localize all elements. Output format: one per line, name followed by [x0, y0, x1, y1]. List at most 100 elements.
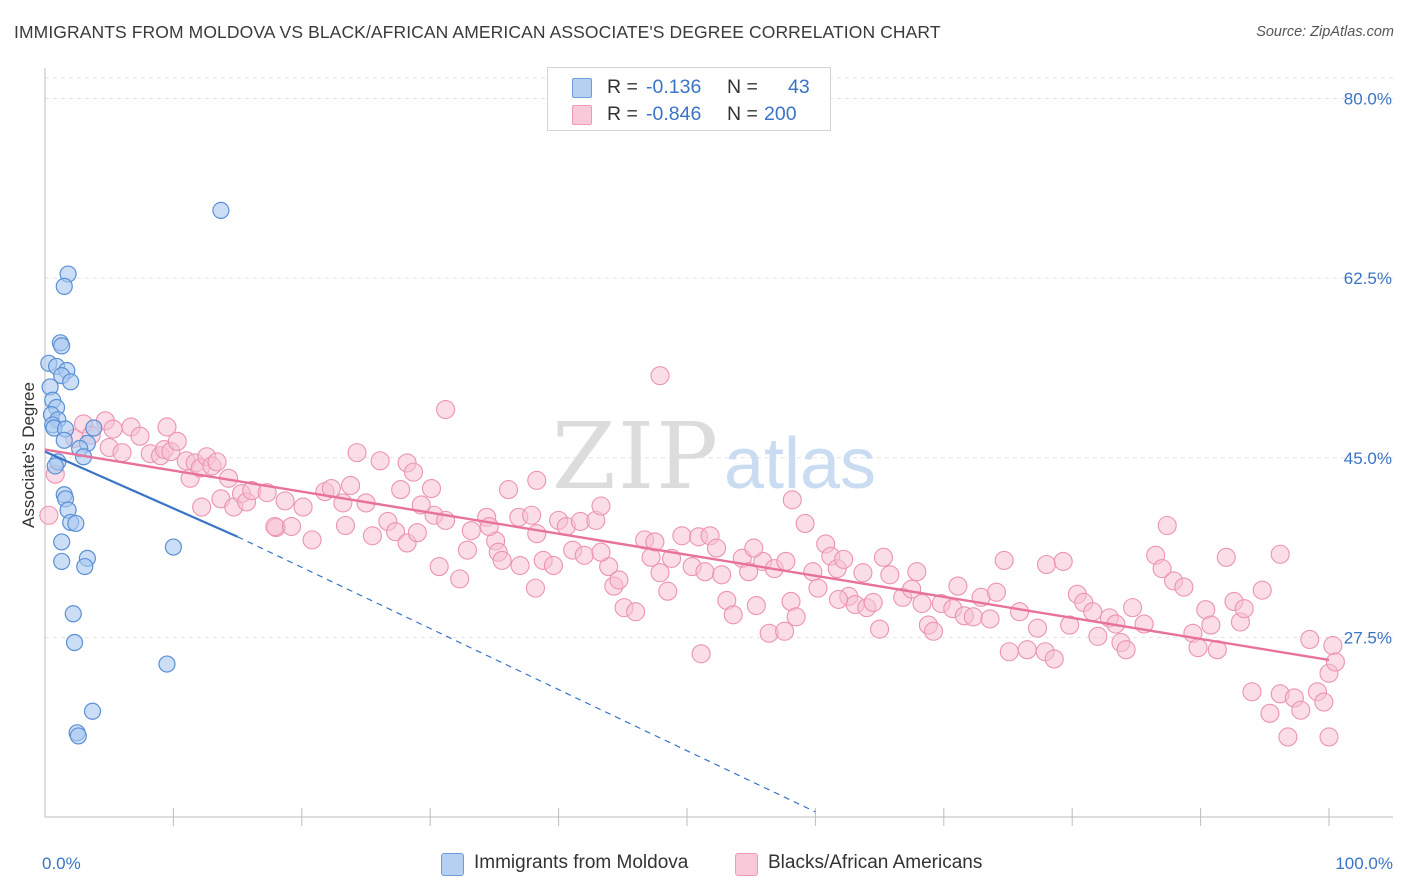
- data-point-black: [543, 555, 564, 576]
- data-point-black: [281, 516, 302, 537]
- data-point-black: [775, 621, 795, 641]
- data-point-moldova: [212, 201, 230, 220]
- y-tick-label: 27.5%: [1344, 628, 1392, 647]
- data-point-black: [1260, 703, 1280, 723]
- bottom-legend-label: Immigrants from Moldova: [474, 852, 689, 873]
- data-point-black: [672, 526, 692, 546]
- data-point-black: [907, 562, 927, 582]
- data-point-black: [1201, 615, 1221, 635]
- legend-swatch-blue: [572, 78, 592, 98]
- data-point-black: [1242, 682, 1262, 702]
- data-point-black: [335, 515, 356, 536]
- trend-line-black: [44, 448, 1330, 662]
- data-point-black: [574, 545, 594, 565]
- watermark: ZIP atlas: [552, 403, 876, 510]
- data-point-black: [1122, 598, 1143, 618]
- data-point-black: [650, 366, 670, 386]
- tick-labels: 27.5% 45.0% 62.5% 80.0% 0.0% 100.0%: [42, 90, 1393, 873]
- data-point-moldova: [67, 514, 85, 533]
- data-point-black: [525, 578, 546, 598]
- data-point-black: [863, 592, 883, 613]
- data-point-moldova: [53, 337, 71, 355]
- data-point-black: [980, 609, 1000, 629]
- y-tick-label: 62.5%: [1344, 269, 1392, 288]
- data-point-black: [1323, 636, 1343, 656]
- data-point-black: [1300, 629, 1320, 649]
- data-point-black: [1291, 700, 1311, 720]
- data-point-black: [457, 540, 477, 560]
- data-point-black: [341, 475, 361, 496]
- data-point-black: [498, 480, 519, 500]
- data-point-black: [1036, 554, 1057, 575]
- data-point-black: [275, 491, 295, 511]
- data-point-black: [999, 642, 1019, 662]
- legend-r-value: -0.846: [646, 103, 702, 125]
- data-point-black: [103, 419, 123, 439]
- legend-n-value: 43: [788, 76, 810, 98]
- data-point-black: [834, 549, 854, 569]
- data-point-black: [1278, 727, 1298, 747]
- data-point-black: [157, 417, 177, 437]
- data-point-black: [385, 522, 406, 542]
- data-point-moldova: [64, 605, 82, 623]
- data-point-black: [803, 562, 823, 582]
- legend-r-label: R =: [607, 76, 638, 98]
- data-point-black: [527, 524, 547, 544]
- data-point-moldova: [76, 557, 94, 576]
- data-point-black: [347, 443, 367, 463]
- data-point-black: [207, 452, 227, 472]
- data-point-black: [391, 480, 411, 500]
- axes: [44, 68, 1393, 826]
- data-point-moldova: [85, 419, 103, 437]
- data-point-black: [192, 497, 212, 517]
- data-point-black: [880, 565, 900, 585]
- data-point-moldova: [158, 655, 176, 673]
- data-point-black: [609, 570, 629, 590]
- data-point-black: [1017, 640, 1037, 660]
- legend-r-value: -0.136: [646, 76, 702, 98]
- legend-n-value: 200: [764, 103, 797, 125]
- data-point-black: [522, 505, 542, 525]
- data-point-black: [1116, 640, 1136, 660]
- data-point-moldova: [53, 552, 71, 571]
- data-point-black: [912, 593, 932, 614]
- data-point-moldova: [83, 702, 102, 720]
- data-point-black: [658, 581, 678, 601]
- data-point-black: [963, 607, 983, 627]
- bottom-legend-swatch-blue: [441, 853, 464, 876]
- bottom-legend-label: Blacks/African Americans: [768, 852, 983, 873]
- data-point-black: [1319, 727, 1339, 747]
- data-point-black: [873, 547, 894, 567]
- y-tick-label: 45.0%: [1344, 449, 1392, 468]
- data-point-black: [691, 644, 711, 664]
- data-point-black: [1157, 515, 1177, 536]
- chart-title: IMMIGRANTS FROM MOLDOVA VS BLACK/AFRICAN…: [14, 22, 941, 42]
- data-point-black: [1314, 692, 1334, 712]
- data-point-black: [776, 551, 796, 571]
- data-point-black: [948, 576, 968, 596]
- data-point-black: [403, 462, 424, 482]
- data-point-black: [1216, 547, 1236, 567]
- data-point-black: [1010, 602, 1030, 622]
- data-point-black: [744, 538, 764, 558]
- series-blacks-african-americans: [39, 366, 1345, 747]
- data-point-black: [1027, 618, 1048, 638]
- data-point-black: [429, 557, 449, 577]
- data-point-black: [370, 451, 390, 471]
- data-point-black: [853, 563, 873, 583]
- x-tick-label: 100.0%: [1335, 854, 1393, 873]
- data-point-black: [712, 565, 732, 585]
- data-point-black: [591, 542, 611, 562]
- watermark-zip: ZIP: [552, 403, 720, 510]
- data-point-black: [1088, 626, 1108, 646]
- legend-n-label: N =: [727, 103, 758, 125]
- data-point-black: [782, 490, 802, 510]
- data-point-black: [421, 479, 442, 499]
- data-point-black: [1083, 602, 1103, 622]
- trend-line-moldova: [44, 450, 239, 538]
- data-point-black: [492, 550, 512, 570]
- data-point-black: [1325, 652, 1345, 672]
- data-point-black: [1060, 615, 1080, 635]
- data-point-black: [293, 497, 313, 517]
